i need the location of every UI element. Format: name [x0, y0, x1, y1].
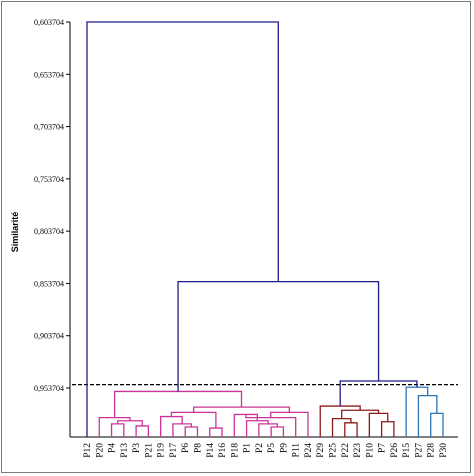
y-tick-label: 0,803704 — [34, 227, 64, 236]
dendrogram-link — [160, 415, 183, 437]
leaf-label: P11 — [292, 443, 302, 458]
leaf-label: P5 — [267, 443, 277, 453]
dendrogram-link — [339, 380, 418, 407]
dendrogram-link — [380, 421, 395, 437]
dendrogram-link — [98, 416, 131, 437]
y-tick-label: 0,703704 — [34, 123, 64, 132]
dendrogram-links — [86, 21, 444, 437]
dendrogram-link — [341, 409, 380, 419]
leaf-label: P14 — [206, 443, 216, 458]
leaf-label: P20 — [95, 443, 105, 458]
leaf-label: P26 — [390, 443, 400, 458]
leaf-label: P22 — [341, 443, 351, 458]
leaf-label: P10 — [365, 443, 375, 458]
dendrogram-link — [245, 414, 297, 437]
leaf-label: P23 — [353, 443, 363, 458]
y-tick-label: 0,953704 — [34, 384, 64, 393]
leaf-label: P17 — [169, 443, 179, 458]
leaf-label: P1 — [243, 443, 253, 453]
leaf-label: P3 — [132, 443, 142, 453]
dendrogram-link — [117, 420, 143, 426]
dendrogram-link — [135, 425, 150, 437]
dendrogram-link — [86, 21, 279, 437]
leaf-labels: P12 P20 P4 P13 P3 P21 P19 P17 P6 P8 P14 P16 P18 P1 P2 P… — [83, 443, 449, 458]
leaf-label: P9 — [279, 443, 289, 453]
dendrogram-link — [319, 405, 361, 437]
leaf-label: P13 — [120, 443, 130, 458]
leaf-label: P16 — [218, 443, 228, 458]
leaf-label: P15 — [402, 443, 412, 458]
leaf-label: P12 — [83, 443, 93, 458]
dendrogram-link — [270, 426, 285, 437]
y-tick-label: 0,903704 — [34, 332, 64, 341]
axis-layer: 0,603704 0,653704 0,703704 0,753704 0,803704… — [34, 18, 458, 438]
dendrogram-link — [270, 411, 309, 437]
leaf-label: P4 — [108, 443, 118, 453]
y-tick-label: 0,603704 — [34, 18, 64, 27]
y-tick-label: 0,653704 — [34, 70, 64, 79]
dendrogram-link — [417, 394, 438, 437]
y-tick-label: 0,753704 — [34, 175, 64, 184]
leaf-label: P6 — [181, 443, 191, 453]
y-axis-title: Similarité — [10, 212, 20, 253]
leaf-label: P27 — [414, 443, 424, 458]
dendrogram-link — [331, 417, 352, 437]
dendrogram-link — [184, 426, 199, 437]
dendrogram-link — [113, 390, 243, 418]
leaf-label: P25 — [329, 443, 339, 458]
leaf-label: P29 — [316, 443, 326, 458]
y-tick-label: 0,853704 — [34, 279, 64, 288]
dendrogram-link — [110, 423, 125, 437]
leaf-label: P7 — [378, 443, 388, 453]
dendrogram-link — [177, 280, 380, 392]
dendrogram-link — [192, 406, 291, 413]
leaf-label: P21 — [144, 443, 154, 458]
leaf-label: P24 — [304, 443, 314, 458]
dendrogram-link — [170, 411, 217, 429]
dendrogram-link — [405, 386, 429, 437]
dendrogram-link — [209, 427, 223, 437]
dendrogram-link — [172, 423, 192, 437]
leaf-label: P28 — [427, 443, 437, 458]
dendrogram-link — [344, 422, 358, 437]
leaf-label: P18 — [230, 443, 240, 458]
leaf-label: P30 — [439, 443, 449, 458]
dendrogram-link — [245, 420, 269, 437]
dendrogram-link — [430, 412, 444, 437]
dendrogram-link — [368, 412, 389, 437]
dendrogram-link — [258, 423, 278, 437]
leaf-label: P19 — [157, 443, 167, 458]
leaf-label: P8 — [193, 443, 203, 453]
leaf-label: P2 — [255, 443, 265, 453]
